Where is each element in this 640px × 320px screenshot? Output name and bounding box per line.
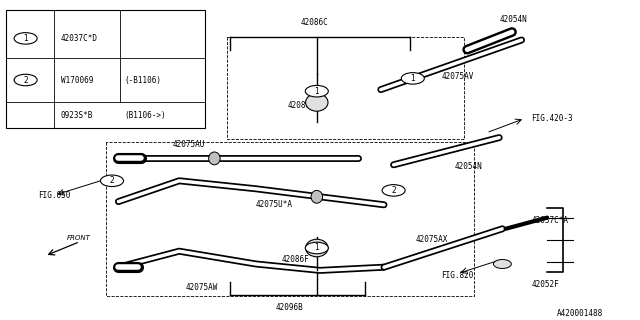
Text: 42054N: 42054N (454, 162, 482, 171)
Text: 1: 1 (410, 74, 415, 83)
Text: A420001488: A420001488 (557, 309, 603, 318)
Text: 42037C*D: 42037C*D (61, 34, 98, 43)
Text: 42096B: 42096B (275, 303, 303, 312)
Text: 1: 1 (314, 87, 319, 96)
Text: (B1106->): (B1106->) (125, 111, 166, 120)
Text: (-B1106): (-B1106) (125, 76, 162, 84)
Circle shape (493, 260, 511, 268)
Bar (6, 10, 205, 128)
Text: 42037C*A: 42037C*A (531, 216, 568, 225)
Ellipse shape (209, 152, 220, 165)
Circle shape (14, 33, 37, 44)
Text: 42052F: 42052F (531, 280, 559, 289)
Text: 2: 2 (109, 176, 115, 185)
Circle shape (305, 85, 328, 97)
Text: 42086C: 42086C (301, 18, 328, 27)
Text: FIG.820: FIG.820 (442, 271, 474, 280)
Text: 42086E: 42086E (288, 101, 316, 110)
Text: FIG.420-3: FIG.420-3 (531, 114, 573, 123)
Text: 2: 2 (23, 76, 28, 84)
Circle shape (14, 74, 37, 86)
Ellipse shape (306, 239, 328, 257)
Text: 42075AU: 42075AU (173, 140, 205, 148)
Circle shape (305, 242, 328, 254)
Ellipse shape (311, 190, 323, 203)
Text: 0923S*B: 0923S*B (61, 111, 93, 120)
Circle shape (100, 175, 124, 187)
Text: 1: 1 (314, 244, 319, 252)
Text: 42075AV: 42075AV (442, 72, 474, 81)
Text: W170069: W170069 (61, 76, 93, 84)
Text: 42075U*A: 42075U*A (256, 200, 293, 209)
Circle shape (401, 73, 424, 84)
Text: 42075AW: 42075AW (186, 284, 218, 292)
Text: FRONT: FRONT (67, 236, 91, 241)
Ellipse shape (306, 93, 328, 111)
Text: 42075AX: 42075AX (416, 236, 449, 244)
Text: 42086F: 42086F (282, 255, 309, 264)
Text: 42054N: 42054N (499, 15, 527, 24)
Text: FIG.050: FIG.050 (38, 191, 71, 200)
Circle shape (382, 185, 405, 196)
Text: 2: 2 (391, 186, 396, 195)
Text: 1: 1 (23, 34, 28, 43)
